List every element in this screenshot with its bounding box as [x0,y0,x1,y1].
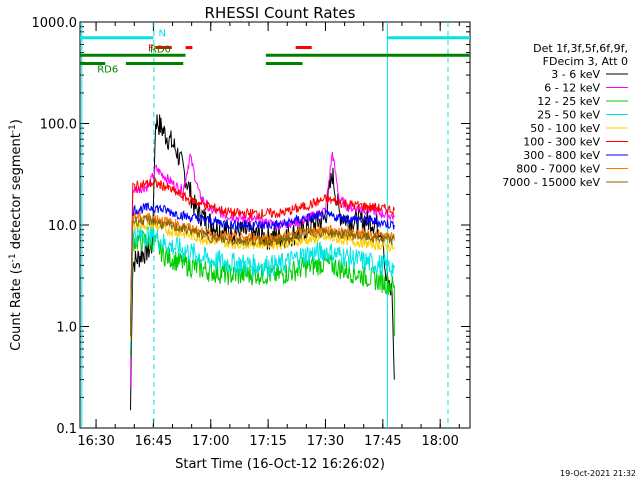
x-tick-label: 16:30 [77,434,114,449]
y-tick-label: 100.0 [40,118,77,133]
legend-label-100-300-kev: 100 - 300 keV [523,136,600,149]
legend-label-12-25-kev: 12 - 25 keV [537,95,600,108]
y-tick-label: 1.0 [56,321,77,336]
timestamp: 19-Oct-2021 21:32 [560,469,636,478]
x-tick-label: 17:45 [364,434,401,449]
y-axis-ticks: 0.1 1.0 10.0 100.0 1000.0 [32,16,470,437]
x-tick-label: 17:30 [307,434,344,449]
x-tick-label: 16:45 [135,434,172,449]
series-line-100-300-kev [130,177,395,327]
legend-label-6-12-kev: 6 - 12 keV [544,82,600,95]
x-tick-label: 18:00 [421,434,458,449]
y-tick-label: 1000.0 [32,16,78,31]
y-axis-label-sup1: -1 [8,253,18,262]
y-axis-label-end: ) [9,119,24,124]
y-axis-label-main: Count Rate (s [9,262,24,351]
series-line-25-50-kev [130,223,395,350]
y-axis-label: Count Rate (s-1 detector segment-1) [8,119,24,351]
y-axis-label-mid: detector segment [9,133,24,253]
flag-label-n: N [159,29,166,40]
series-line-300-800-kev [130,202,395,327]
legend: Det 1f,3f,5f,6f,9f, FDecim 3, Att 0 3 - … [502,42,628,189]
series-lines [130,114,395,411]
series-line-7000-15000-kev [130,214,395,337]
legend-header-2: FDecim 3, Att 0 [543,55,628,68]
flag-label-f: F [148,44,154,55]
legend-label-50-100-kev: 50 - 100 keV [530,122,600,135]
legend-label-300-800-kev: 300 - 800 keV [523,149,600,162]
legend-label-800-7000-kev: 800 - 7000 keV [516,163,600,176]
flag-label-rd0: RD0 [150,44,171,55]
x-tick-label: 17:00 [192,434,229,449]
legend-header-1: Det 1f,3f,5f,6f,9f, [533,42,628,55]
flag-label-rd6: RD6 [97,65,118,76]
y-axis-label-sup2: -1 [8,124,18,133]
x-axis-ticks: 16:30 16:45 17:00 17:15 17:30 17:45 18:00 [77,22,460,449]
series-line-12-25-kev [130,229,395,358]
x-axis-label: Start Time (16-Oct-12 16:26:02) [175,457,385,472]
legend-label-7000-15000-kev: 7000 - 15000 keV [502,176,600,189]
legend-label-3-6-kev: 3 - 6 keV [551,68,600,81]
y-tick-label: 0.1 [56,422,77,437]
legend-label-25-50-kev: 25 - 50 keV [537,109,600,122]
x-tick-label: 17:15 [249,434,286,449]
chart-title: RHESSI Count Rates [205,4,356,22]
series-line-50-100-kev [130,219,395,343]
y-tick-label: 10.0 [48,219,77,234]
